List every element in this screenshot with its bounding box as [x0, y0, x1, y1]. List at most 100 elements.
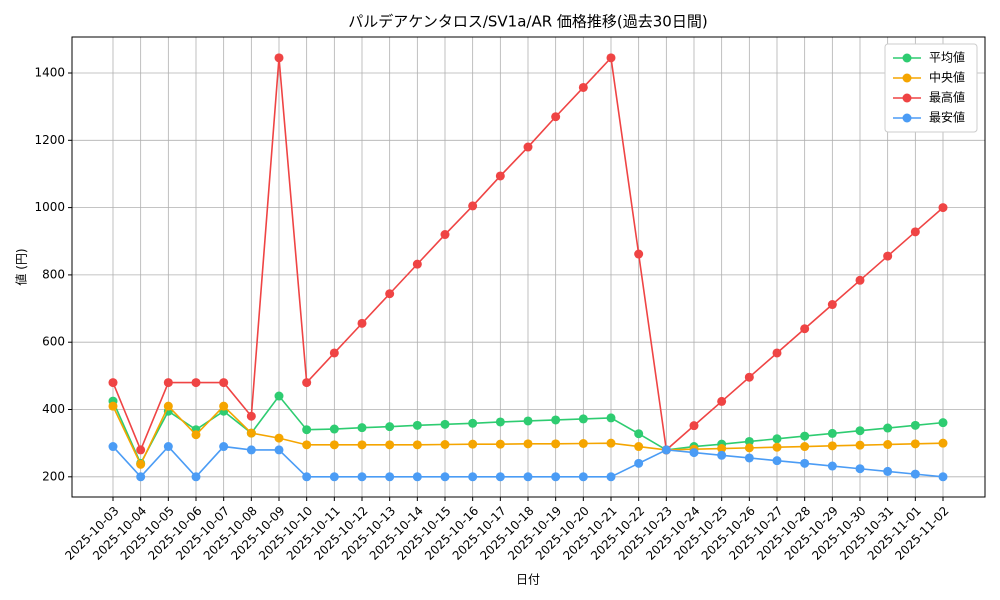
point	[468, 472, 478, 482]
legend-marker	[902, 113, 912, 123]
point	[136, 472, 146, 482]
point	[357, 423, 367, 433]
point	[385, 289, 395, 299]
point	[274, 445, 284, 455]
chart-title: パルデアケンタロス/SV1a/AR 価格推移(過去30日間)	[348, 13, 707, 31]
point	[108, 401, 118, 411]
point	[357, 472, 367, 482]
point	[412, 259, 422, 269]
point	[302, 440, 312, 450]
point	[440, 419, 450, 429]
point	[772, 434, 782, 444]
point	[551, 472, 561, 482]
point	[855, 464, 865, 474]
point	[219, 401, 229, 411]
point	[274, 391, 284, 401]
point	[938, 418, 948, 428]
legend-box	[884, 43, 978, 133]
point	[136, 445, 146, 455]
point	[440, 440, 450, 450]
point	[883, 466, 893, 476]
point	[440, 230, 450, 240]
point	[827, 441, 837, 451]
point	[246, 428, 256, 438]
point	[329, 472, 339, 482]
point	[468, 418, 478, 428]
legend-marker	[902, 53, 912, 63]
y-tick-label: 800	[42, 267, 65, 281]
point	[219, 442, 229, 452]
point	[385, 440, 395, 450]
y-tick-label: 200	[42, 469, 65, 483]
point	[689, 448, 699, 458]
point	[717, 450, 727, 460]
point	[744, 453, 754, 463]
point	[800, 458, 810, 468]
point	[163, 401, 173, 411]
point	[578, 82, 588, 92]
point	[385, 422, 395, 432]
point	[136, 459, 146, 469]
point	[468, 439, 478, 449]
point	[910, 227, 920, 237]
legend-label: 最高値	[929, 90, 965, 105]
point	[772, 442, 782, 452]
point	[302, 378, 312, 388]
point	[689, 421, 699, 431]
point	[274, 433, 284, 443]
point	[357, 318, 367, 328]
point	[883, 423, 893, 433]
point	[274, 53, 284, 63]
point	[329, 348, 339, 358]
point	[883, 251, 893, 261]
point	[523, 472, 533, 482]
legend-label: 中央値	[929, 70, 965, 85]
point	[219, 378, 229, 388]
point	[578, 438, 588, 448]
point	[578, 472, 588, 482]
point	[634, 429, 644, 439]
point	[108, 378, 118, 388]
point	[329, 424, 339, 434]
point	[412, 440, 422, 450]
legend-label: 最安値	[929, 110, 965, 125]
point	[772, 456, 782, 466]
y-tick-label: 1200	[34, 133, 65, 147]
point	[302, 472, 312, 482]
point	[717, 396, 727, 406]
point	[827, 428, 837, 438]
legend-marker	[902, 93, 912, 103]
point	[938, 203, 948, 213]
point	[302, 425, 312, 435]
point	[910, 439, 920, 449]
legend-label: 平均値	[929, 50, 965, 65]
point	[551, 415, 561, 425]
point	[744, 443, 754, 453]
x-axis-label: 日付	[516, 573, 540, 587]
point	[523, 439, 533, 449]
point	[938, 472, 948, 482]
point	[744, 372, 754, 382]
point	[551, 112, 561, 122]
point	[440, 472, 450, 482]
point	[108, 442, 118, 452]
point	[800, 431, 810, 441]
point	[938, 438, 948, 448]
point	[495, 417, 505, 427]
point	[412, 420, 422, 430]
point	[634, 458, 644, 468]
point	[883, 440, 893, 450]
point	[191, 430, 201, 440]
y-tick-label: 1000	[34, 200, 65, 214]
point	[551, 439, 561, 449]
legend-marker	[902, 73, 912, 83]
point	[744, 436, 754, 446]
point	[772, 348, 782, 358]
y-axis-label: 値 (円)	[14, 248, 29, 285]
point	[191, 472, 201, 482]
point	[495, 472, 505, 482]
point	[246, 411, 256, 421]
point	[855, 275, 865, 285]
y-tick-label: 1400	[34, 66, 65, 80]
